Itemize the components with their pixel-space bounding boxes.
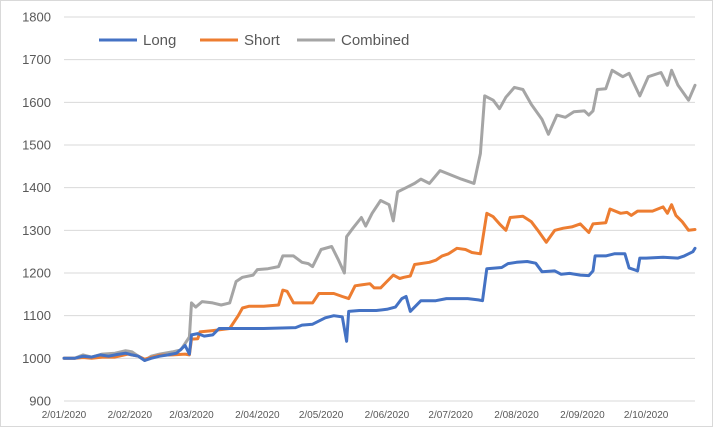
x-tick-label-8: 2/09/2020 — [560, 410, 605, 421]
x-axis-ticks: 2/01/2020 2/02/2020 2/03/2020 2/04/2020 2/05… — [42, 410, 669, 421]
y-tick-label-1200: 1200 — [22, 266, 51, 281]
x-tick-label-7: 2/08/2020 — [494, 410, 539, 421]
legend-label-long: Long — [143, 32, 176, 49]
legend-label-short: Short — [244, 32, 281, 49]
series-line-short — [62, 203, 697, 361]
y-tick-label-1100: 1100 — [23, 308, 51, 323]
series-line-combined — [62, 68, 697, 362]
y-tick-label-1400: 1400 — [22, 180, 51, 195]
y-tick-label-1700: 1700 — [22, 52, 51, 67]
y-tick-label-1000: 1000 — [22, 351, 51, 366]
series-lines — [62, 68, 697, 362]
legend-label-combined: Combined — [341, 32, 409, 49]
series-line-long — [62, 246, 697, 362]
y-tick-label-1600: 1600 — [22, 95, 51, 110]
y-axis-ticks: 900 1000 1100 1200 1300 1400 1500 1600 1700 1800 — [22, 10, 51, 409]
x-tick-label-5: 2/06/2020 — [365, 410, 410, 421]
y-tick-label-1500: 1500 — [22, 138, 51, 153]
legend: Long Short Combined — [99, 32, 409, 49]
x-tick-label-9: 2/10/2020 — [624, 410, 669, 421]
gridlines — [64, 16, 695, 402]
x-tick-label-4: 2/05/2020 — [299, 410, 344, 421]
x-tick-label-2: 2/03/2020 — [169, 410, 214, 421]
x-tick-label-3: 2/04/2020 — [235, 410, 280, 421]
y-tick-label-1300: 1300 — [22, 223, 51, 238]
y-tick-label-1800: 1800 — [22, 10, 51, 25]
x-tick-label-0: 2/01/2020 — [42, 410, 87, 421]
y-tick-label-900: 900 — [29, 394, 51, 409]
x-tick-label-1: 2/02/2020 — [108, 410, 153, 421]
x-tick-label-6: 2/07/2020 — [428, 410, 473, 421]
